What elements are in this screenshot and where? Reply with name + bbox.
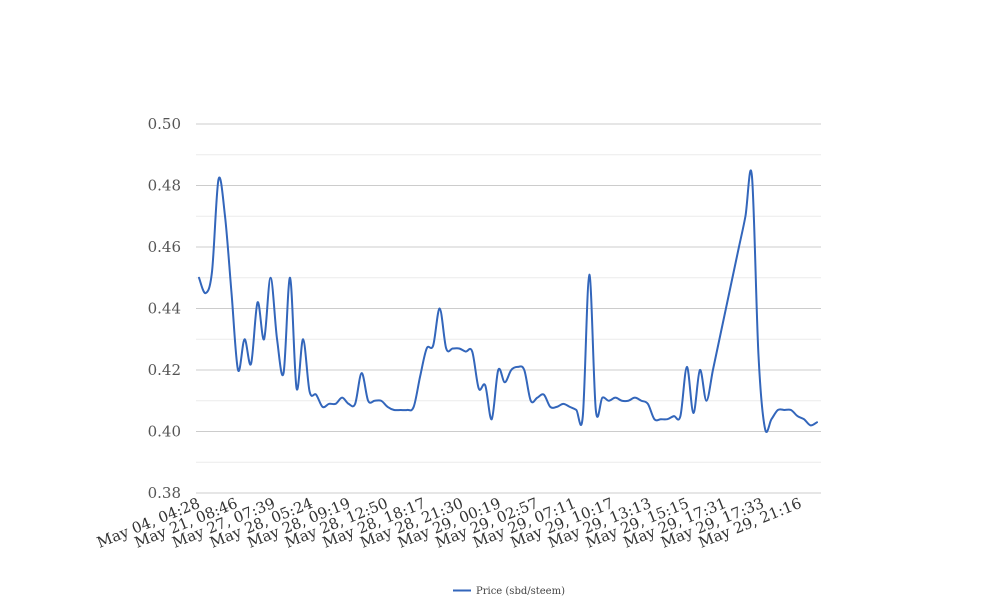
y-tick-label: 0.48: [148, 177, 181, 195]
minor-gridlines: [196, 154, 821, 463]
y-tick-label: 0.40: [148, 423, 181, 441]
series-line-price: [198, 169, 818, 433]
legend-label-price: Price (sbd/steem): [476, 586, 565, 597]
y-tick-label: 0.44: [148, 300, 181, 318]
major-gridlines: [196, 123, 821, 494]
y-tick-label: 0.46: [148, 238, 181, 256]
y-axis-tick-labels: 0.38 0.40 0.42 0.44 0.46 0.48 0.50: [148, 115, 181, 502]
y-tick-label: 0.38: [148, 484, 181, 502]
y-tick-label: 0.50: [148, 115, 181, 133]
y-tick-label: 0.42: [148, 361, 181, 379]
legend: Price (sbd/steem): [453, 586, 565, 597]
